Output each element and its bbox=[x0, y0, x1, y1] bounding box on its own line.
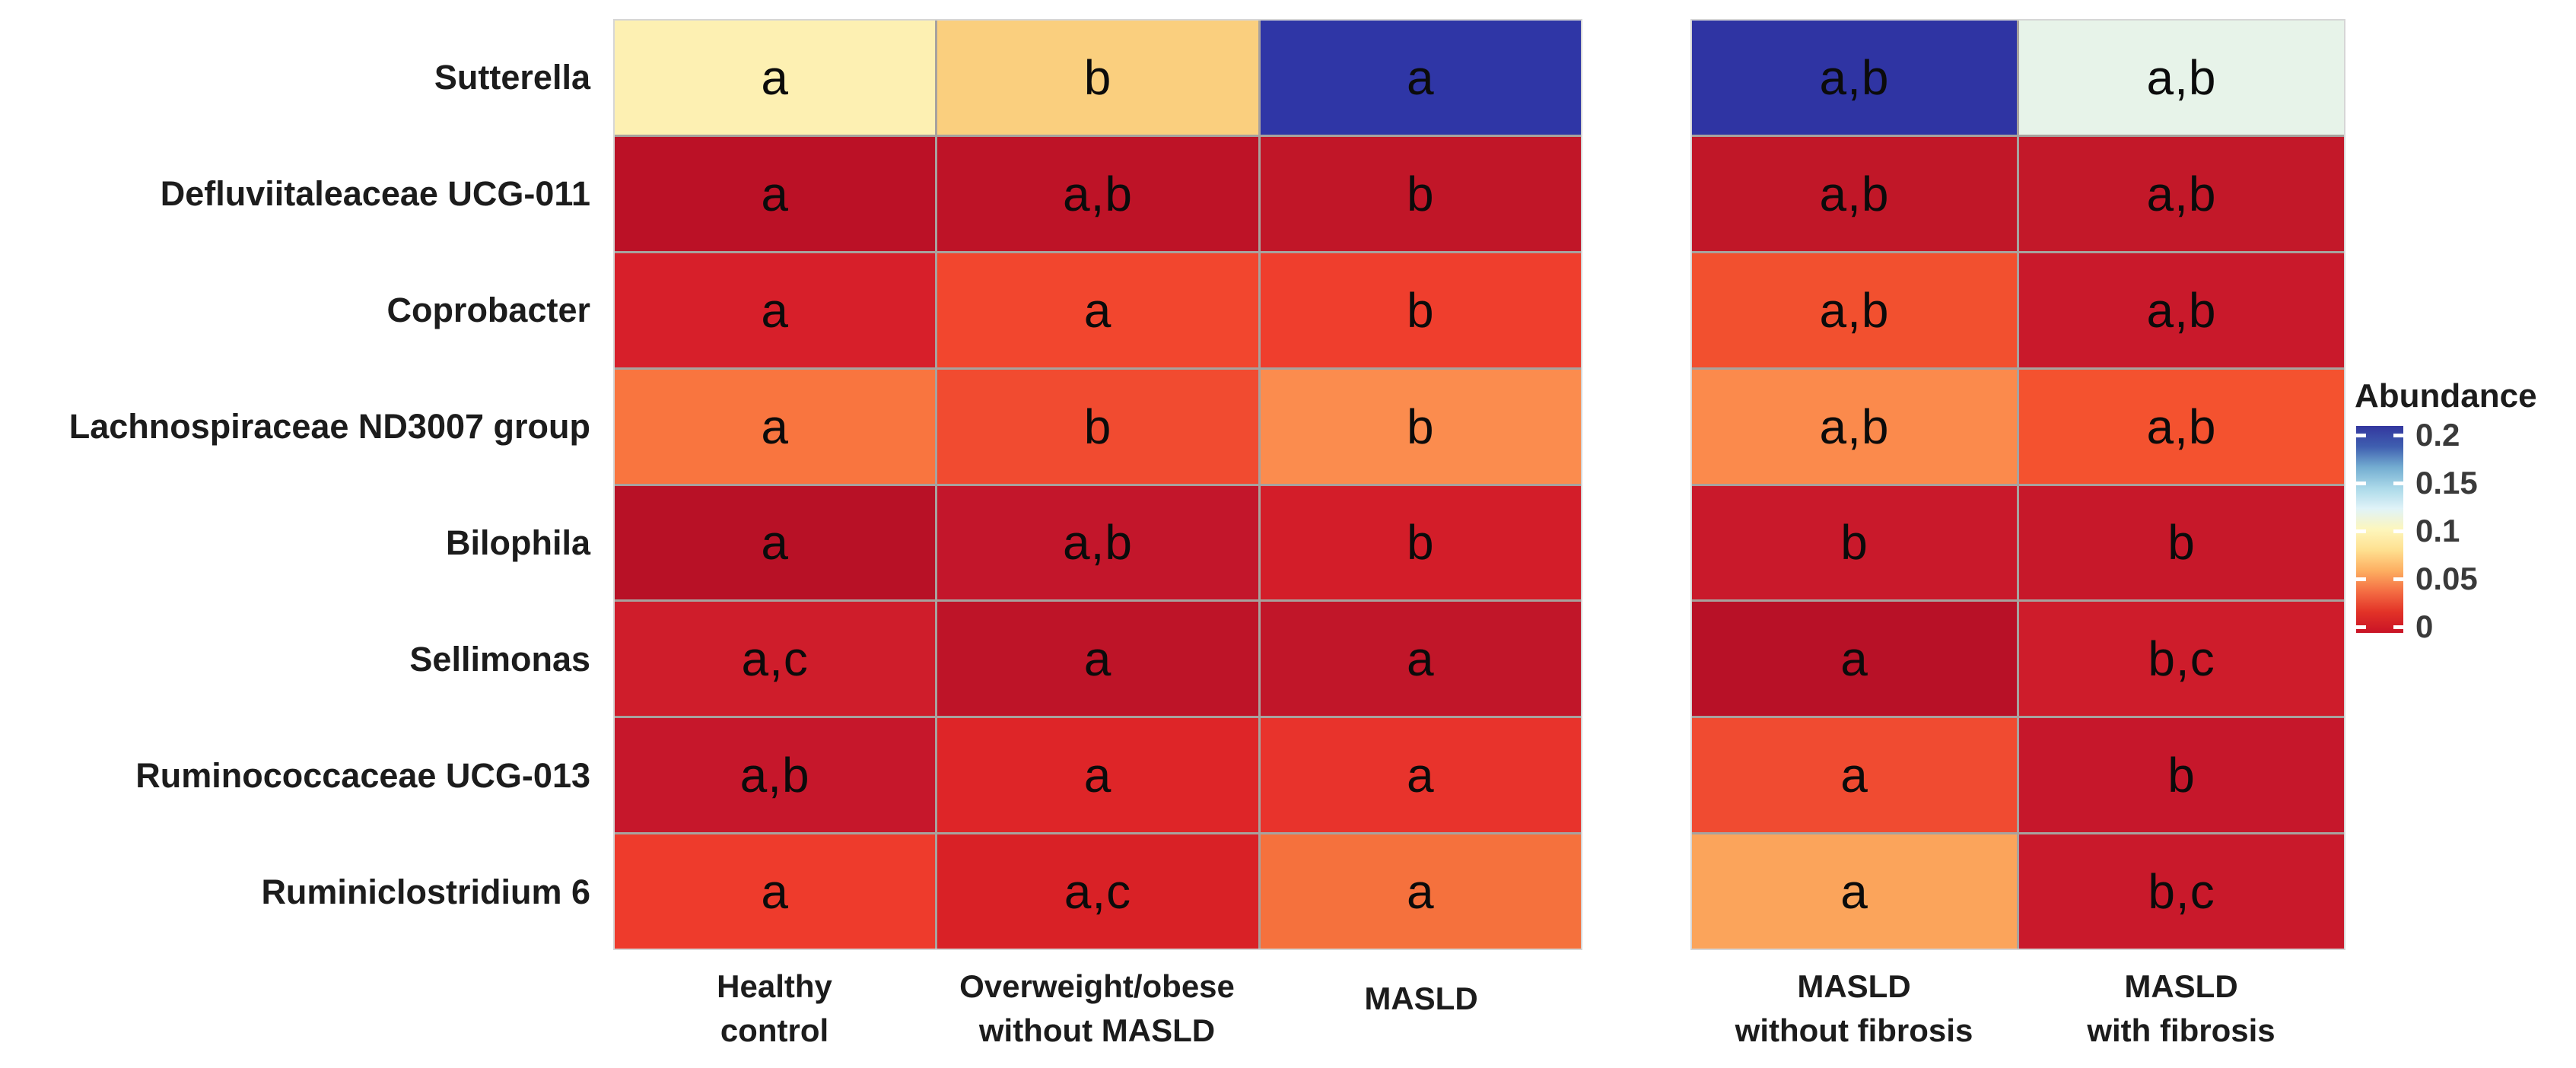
heatmap-cell: b bbox=[2019, 485, 2344, 600]
legend-tick-mark bbox=[2356, 577, 2366, 581]
heatmap-cell: a,b bbox=[2019, 253, 2344, 367]
heatmap-cell: b bbox=[937, 369, 1258, 484]
heatmap-cell: a,b bbox=[615, 718, 936, 833]
heatmap-cell: a,b bbox=[2019, 21, 2344, 135]
column-label: Overweight/obese without MASLD bbox=[861, 960, 1333, 1057]
column-label-line: with fibrosis bbox=[2087, 1012, 2275, 1048]
heatmap-cell: a bbox=[615, 369, 936, 484]
legend-tick-mark bbox=[2393, 434, 2403, 437]
heatmap-cell: a bbox=[615, 834, 936, 949]
heatmap-cell: a bbox=[615, 21, 936, 135]
row-label: Sutterella bbox=[434, 57, 590, 97]
heatmap-cell: b,c bbox=[2019, 834, 2344, 949]
legend-tick-label: 0.15 bbox=[2415, 465, 2478, 501]
row-label: Sellimonas bbox=[409, 639, 590, 679]
column-label: MASLD with fibrosis bbox=[1945, 960, 2417, 1057]
column-label-line: control bbox=[720, 1012, 829, 1048]
heatmap-cell: a,b bbox=[2019, 136, 2344, 251]
legend-tick-mark bbox=[2393, 529, 2403, 533]
row-label: Lachnospiraceae ND3007 group bbox=[68, 406, 590, 446]
column-label: MASLD without fibrosis bbox=[1618, 960, 2090, 1057]
heatmap-cell: a,b bbox=[2019, 369, 2344, 484]
legend-tick-mark bbox=[2393, 625, 2403, 629]
heatmap-cell: a bbox=[1692, 602, 2017, 717]
column-label-line: MASLD bbox=[1364, 981, 1478, 1016]
legend-tick-mark bbox=[2356, 529, 2366, 533]
legend-tick-mark bbox=[2356, 482, 2366, 485]
legend-title: Abundance bbox=[2355, 377, 2537, 415]
legend-tick-mark bbox=[2356, 434, 2366, 437]
legend-tick-mark bbox=[2393, 482, 2403, 485]
heatmap-cell: a,c bbox=[937, 834, 1258, 949]
heatmap-cell: a bbox=[1260, 21, 1581, 135]
heatmap-cell: a bbox=[1260, 834, 1581, 949]
legend-tick-mark bbox=[2393, 577, 2403, 581]
heatmap-cell: b bbox=[1260, 253, 1581, 367]
heatmap-cell: a bbox=[1692, 718, 2017, 833]
column-label-line: MASLD bbox=[2124, 968, 2238, 1004]
column-label-line: Healthy bbox=[717, 968, 832, 1004]
heatmap-cell: b bbox=[937, 21, 1258, 135]
heatmap-cell: a bbox=[615, 136, 936, 251]
heatmap-cell: a bbox=[615, 485, 936, 600]
heatmap-cell: b bbox=[1260, 369, 1581, 484]
column-label: Healthy control bbox=[539, 960, 1010, 1057]
column-label: MASLD bbox=[1185, 960, 1657, 1057]
heatmap-cell: b bbox=[1692, 485, 2017, 600]
row-label: Coprobacter bbox=[386, 290, 590, 329]
row-label: Defluviitaleaceae UCG-011 bbox=[160, 173, 590, 213]
heatmap-cell: a,c bbox=[615, 602, 936, 717]
heatmap-left-panel: a b a a a,b b a a b a b b a a,b b a,c a a a,b a a a a,c a bbox=[613, 19, 1582, 950]
legend-tick-label: 0 bbox=[2415, 609, 2434, 644]
legend-tick-label: 0.2 bbox=[2415, 417, 2460, 453]
heatmap-cell: a bbox=[1692, 834, 2017, 949]
heatmap-cell: b bbox=[1260, 136, 1581, 251]
heatmap-cell: a bbox=[937, 602, 1258, 717]
column-label-line: without MASLD bbox=[978, 1012, 1216, 1048]
row-labels: Sutterella Defluviitaleaceae UCG-011 Copro… bbox=[0, 19, 603, 950]
heatmap-right-panel: a,b a,b a,b a,b a,b a,b a,b a,b b b a b,c a b a b,c bbox=[1690, 19, 2345, 950]
legend-tick-label: 0.1 bbox=[2415, 513, 2460, 548]
column-label-line: MASLD bbox=[1797, 968, 1911, 1004]
heatmap-cell: b bbox=[1260, 485, 1581, 600]
heatmap-cell: a bbox=[937, 253, 1258, 367]
legend-tick-label: 0.05 bbox=[2415, 561, 2478, 596]
heatmap-cell: a,b bbox=[1692, 21, 2017, 135]
heatmap-cell: b,c bbox=[2019, 602, 2344, 717]
heatmap-cell: a bbox=[615, 253, 936, 367]
heatmap-cell: b bbox=[2019, 718, 2344, 833]
heatmap-cell: a,b bbox=[1692, 136, 2017, 251]
heatmap-cell: a,b bbox=[1692, 369, 2017, 484]
heatmap-cell: a,b bbox=[937, 136, 1258, 251]
legend-colorbar-wrap: 0.2 0.15 0.1 0.05 0 bbox=[2356, 417, 2478, 644]
heatmap-cell: a bbox=[1260, 602, 1581, 717]
heatmap-cell: a,b bbox=[937, 485, 1258, 600]
heatmap-cell: a bbox=[937, 718, 1258, 833]
row-label: Bilophila bbox=[446, 523, 590, 562]
row-label: Ruminococcaceae UCG-013 bbox=[135, 755, 590, 795]
heatmap-cell: a bbox=[1260, 718, 1581, 833]
row-label: Ruminiclostridium 6 bbox=[261, 872, 590, 911]
heatmap-cell: a,b bbox=[1692, 253, 2017, 367]
legend: Abundance 0.2 0.15 0.1 0.05 0 bbox=[2355, 377, 2575, 644]
legend-tick-mark bbox=[2356, 625, 2366, 629]
column-label-line: Overweight/obese bbox=[959, 968, 1235, 1004]
column-label-line: without fibrosis bbox=[1735, 1012, 1973, 1048]
